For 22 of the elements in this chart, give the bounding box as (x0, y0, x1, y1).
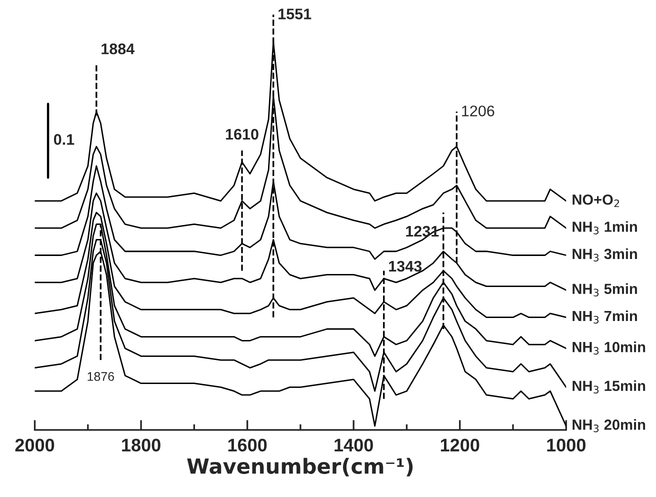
ref-line-label: 1876 (88, 372, 114, 381)
ref-line-label: 1343 (389, 260, 422, 272)
series-label: NH$_{3}$ 20min (572, 419, 646, 432)
series-label: NH$_{3}$ 1min (572, 221, 637, 234)
series-label: NH$_{3}$ 7min (572, 310, 637, 324)
x-tick-label: 1000 (547, 438, 586, 452)
x-tick-label: 1200 (440, 438, 480, 452)
x-axis-title: Wavenumber(cm⁻¹) (187, 458, 413, 476)
series-label: NH$_{3}$ 10min (572, 342, 646, 355)
x-tick-label: 1800 (122, 438, 160, 452)
x-tick-label: 2000 (15, 438, 54, 452)
ref-line-label: 1884 (102, 43, 135, 54)
ref-line-label: 1610 (226, 128, 258, 140)
series-label: NH$_{3}$ 3min (572, 248, 637, 262)
series-label: NO+O$_{2}$ (572, 194, 620, 208)
annotation: 0.1 (54, 134, 74, 145)
series-label: NH$_{3}$ 15min (572, 380, 646, 394)
series-label: NH$_{3}$ 5min (572, 283, 637, 296)
ref-line-label: 1551 (278, 8, 312, 20)
x-tick-label: 1600 (228, 438, 267, 452)
x-tick-label: 1400 (334, 438, 373, 452)
ref-line-label: 1206 (462, 106, 494, 116)
